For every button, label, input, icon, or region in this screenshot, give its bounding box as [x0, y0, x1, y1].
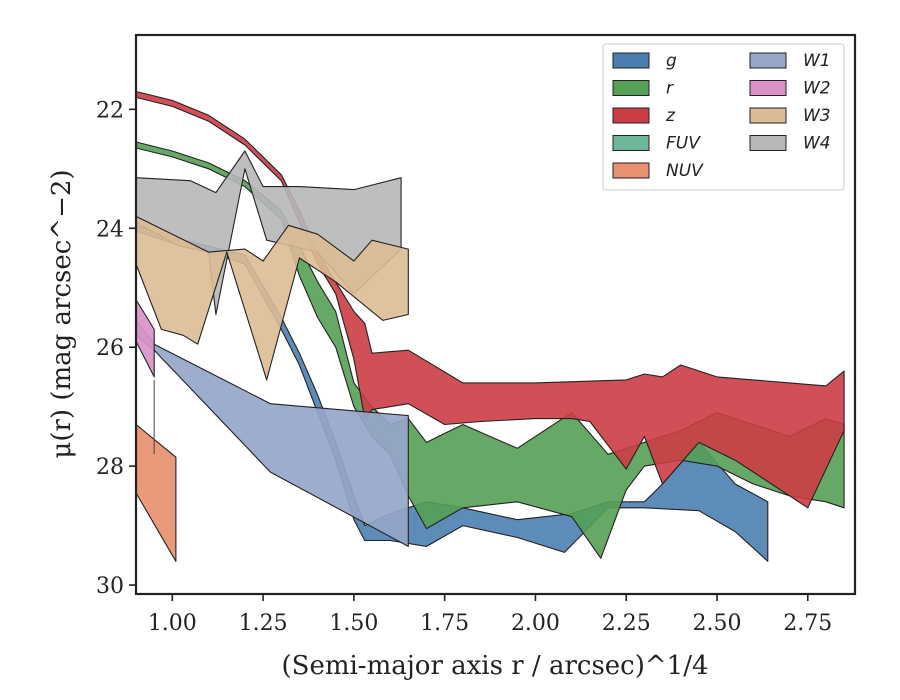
legend-label-w2: W2 [803, 79, 831, 99]
legend-swatch-nuv [612, 162, 650, 179]
x-tick-label: 1.00 [148, 611, 197, 636]
legend-swatch-fuv [612, 135, 650, 151]
x-tick-label: 2.25 [602, 611, 651, 636]
y-tick-label: 24 [96, 217, 124, 242]
legend-swatch-w3 [749, 107, 787, 124]
y-tick-label: 26 [96, 336, 124, 361]
legend-label-nuv: NUV [666, 161, 704, 181]
band-nuv [135, 423, 177, 562]
x-tick-label: 2.00 [511, 611, 560, 636]
legend-label-w4: W4 [803, 134, 831, 154]
legend: grz FUV NUV W1 W2 W3 W4 [602, 43, 845, 191]
legend-label-w1: W1 [803, 51, 831, 71]
legend-label-r: r [666, 79, 674, 99]
band-z [135, 90, 845, 509]
legend-label-g: g [666, 51, 677, 71]
legend-label-fuv: FUV [666, 134, 701, 154]
y-axis-ticks: 22 24 26 28 30 [96, 98, 136, 599]
legend-swatch-w4 [749, 135, 787, 151]
legend-swatch-w1 [749, 52, 787, 69]
legend-swatch-w2 [749, 80, 787, 96]
legend-label-w3: W3 [803, 106, 831, 126]
x-axis-ticks: 1.00 1.25 1.50 1.75 2.00 2.25 2.50 2.75 [148, 594, 832, 636]
y-axis-title: μ(r) (mag arcsec^−2) [47, 169, 77, 458]
legend-swatch-r [612, 80, 650, 96]
y-tick-label: 30 [96, 574, 124, 599]
x-tick-label: 1.25 [239, 611, 288, 636]
x-tick-label: 2.50 [693, 611, 742, 636]
plot-frame [134, 33, 857, 596]
legend-swatch-z [612, 107, 650, 124]
y-tick-label: 22 [96, 98, 124, 123]
x-axis-title: (Semi-major axis r / arcsec)^1/4 [281, 651, 708, 681]
band-w2 [135, 299, 155, 378]
x-tick-label: 1.75 [420, 611, 469, 636]
x-tick-label: 1.50 [329, 611, 378, 636]
y-tick-label: 28 [96, 455, 124, 480]
x-tick-label: 2.75 [783, 611, 832, 636]
series-bands [135, 90, 845, 562]
legend-swatch-g [612, 52, 650, 69]
legend-label-z: z [665, 106, 676, 126]
band-w3 [135, 215, 409, 381]
